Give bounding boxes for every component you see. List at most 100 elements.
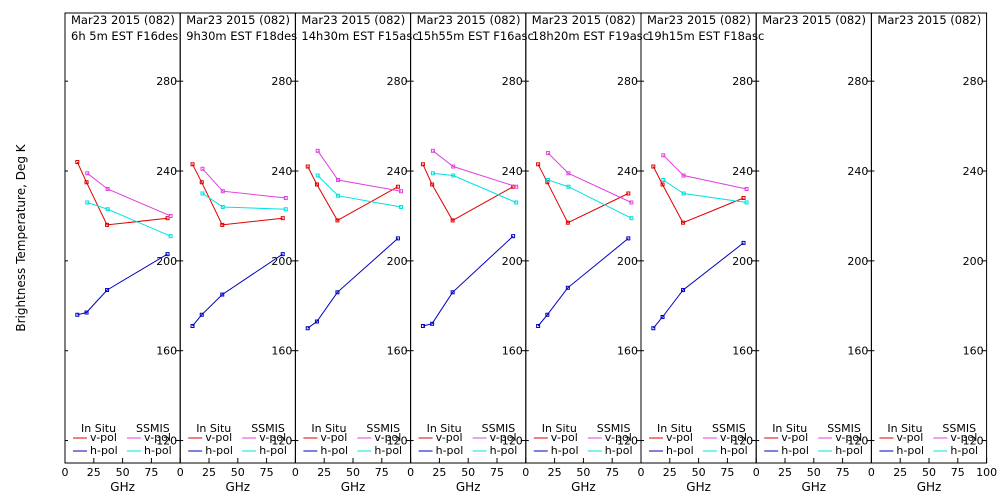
panel-title-date: Mar23 2015 (082) bbox=[762, 13, 866, 27]
series-insitu-hpol bbox=[190, 252, 285, 328]
x-tick-label: 50 bbox=[231, 466, 245, 479]
legend-insitu-header: In Situ bbox=[772, 422, 807, 435]
x-tick-label: 75 bbox=[260, 466, 274, 479]
y-tick-label: 160 bbox=[732, 345, 753, 358]
y-tick-label: 200 bbox=[502, 255, 523, 268]
y-tick-label: 280 bbox=[617, 75, 638, 88]
data-point bbox=[105, 186, 110, 191]
legend-ssmis-vpol: v-pol bbox=[950, 431, 977, 444]
x-tick-label: 0 bbox=[62, 466, 69, 479]
series-insitu-vpol bbox=[536, 162, 631, 225]
x-tick-label: 25 bbox=[778, 466, 792, 479]
data-point bbox=[430, 148, 435, 153]
x-axis-label: GHz bbox=[225, 480, 250, 494]
series-ssmis-hpol bbox=[546, 178, 634, 221]
legend-insitu-vpol: v-pol bbox=[781, 431, 808, 444]
series-line bbox=[192, 253, 283, 327]
data-point bbox=[744, 200, 749, 205]
series-insitu-hpol bbox=[651, 240, 746, 331]
series-ssmis-vpol bbox=[661, 153, 749, 191]
series-line bbox=[432, 150, 517, 188]
legend-insitu-header: In Situ bbox=[887, 422, 922, 435]
data-point bbox=[514, 184, 519, 189]
y-tick-label: 160 bbox=[963, 345, 984, 358]
x-tick-label: 75 bbox=[144, 466, 158, 479]
legend-insitu-hpol: h-pol bbox=[896, 444, 924, 457]
data-point bbox=[305, 164, 310, 169]
y-tick-label: 120 bbox=[617, 435, 638, 448]
series-line bbox=[77, 253, 168, 316]
x-tick-label: 0 bbox=[638, 466, 645, 479]
series-ssmis-vpol bbox=[315, 148, 403, 194]
x-axis-label: GHz bbox=[801, 480, 826, 494]
data-point bbox=[566, 184, 571, 189]
data-point bbox=[398, 204, 403, 209]
series-ssmis-vpol bbox=[546, 151, 634, 205]
legend-ssmis-vpol: v-pol bbox=[144, 431, 171, 444]
legend-ssmis-header: SSMIS bbox=[712, 422, 746, 435]
series-line bbox=[652, 242, 744, 329]
panel-7: Mar23 2015 (082) 120 160 200 240 280 0 25 50 75 GH… bbox=[753, 12, 872, 494]
y-tick-label: 280 bbox=[156, 75, 177, 88]
series-insitu-vpol bbox=[651, 164, 746, 225]
data-point bbox=[85, 171, 90, 176]
y-tick-label: 160 bbox=[847, 345, 868, 358]
legend-insitu-vpol: v-pol bbox=[90, 431, 117, 444]
series-ssmis-vpol bbox=[85, 171, 173, 218]
panel-title-date: Mar23 2015 (082) bbox=[417, 13, 521, 27]
y-axis-label: Brightness Temperature, Deg K bbox=[14, 143, 28, 331]
x-tick-label: 50 bbox=[346, 466, 360, 479]
data-point bbox=[681, 220, 686, 225]
series-line bbox=[422, 164, 514, 222]
legend-ssmis-header: SSMIS bbox=[942, 422, 976, 435]
data-point bbox=[629, 216, 634, 221]
panel-2: Mar23 2015 (082) 9h30m EST F18des 120 160 20… bbox=[177, 12, 297, 494]
legend-ssmis-header: SSMIS bbox=[482, 422, 516, 435]
y-tick-label: 120 bbox=[963, 435, 984, 448]
data-point bbox=[105, 222, 110, 227]
legend-insitu-vpol: v-pol bbox=[205, 431, 232, 444]
series-line bbox=[307, 166, 399, 222]
legend-insitu-hpol: h-pol bbox=[666, 444, 694, 457]
y-tick-label: 200 bbox=[732, 255, 753, 268]
legend-insitu-hpol: h-pol bbox=[436, 444, 464, 457]
data-point bbox=[395, 236, 400, 241]
data-point bbox=[566, 171, 571, 176]
panel-5: Mar23 2015 (082) 18h20m EST F19asc 120 160 2… bbox=[522, 12, 649, 494]
data-point bbox=[660, 182, 665, 187]
data-point bbox=[626, 191, 631, 196]
data-point bbox=[280, 216, 285, 221]
series-line bbox=[547, 179, 632, 219]
data-point bbox=[681, 173, 686, 178]
legend-insitu-hpol: h-pol bbox=[320, 444, 348, 457]
data-point bbox=[314, 182, 319, 187]
legend-ssmis-vpol: v-pol bbox=[720, 431, 747, 444]
legend-insitu-header: In Situ bbox=[81, 422, 116, 435]
y-tick-label: 200 bbox=[271, 255, 292, 268]
x-tick-label: 0 bbox=[292, 466, 299, 479]
legend-ssmis-header: SSMIS bbox=[597, 422, 631, 435]
x-tick-label: 75 bbox=[951, 466, 965, 479]
panel-title-date: Mar23 2015 (082) bbox=[647, 13, 751, 27]
y-tick-label: 280 bbox=[271, 75, 292, 88]
legend-ssmis-vpol: v-pol bbox=[835, 431, 862, 444]
data-point bbox=[546, 178, 551, 183]
panel-1: Mar23 2015 (082) 6h 5m EST F16des 120 160 20… bbox=[62, 12, 181, 494]
x-axis-label: GHz bbox=[110, 480, 135, 494]
data-point bbox=[84, 180, 89, 185]
x-tick-label: 75 bbox=[490, 466, 504, 479]
y-tick-label: 280 bbox=[847, 75, 868, 88]
data-point bbox=[420, 323, 425, 328]
series-insitu-hpol bbox=[305, 236, 400, 331]
legend-insitu-vpol: v-pol bbox=[551, 431, 578, 444]
x-tick-label: 50 bbox=[922, 466, 936, 479]
series-line bbox=[317, 175, 402, 208]
y-tick-label: 200 bbox=[963, 255, 984, 268]
legend-ssmis-header: SSMIS bbox=[827, 422, 861, 435]
data-point bbox=[741, 195, 746, 200]
series-insitu-vpol bbox=[305, 164, 400, 223]
